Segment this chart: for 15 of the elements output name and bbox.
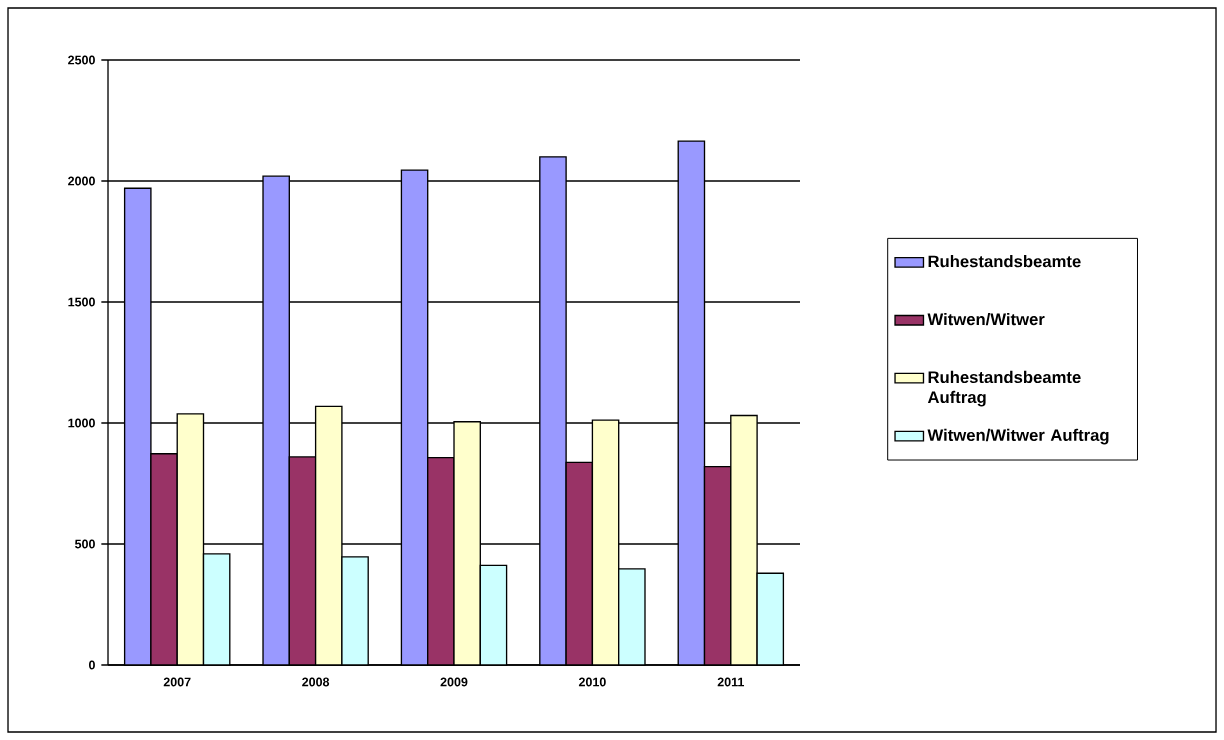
x-tick-label: 2010: [578, 677, 606, 687]
y-tick-label: 0: [89, 660, 95, 670]
x-tick-label: 2011: [717, 677, 745, 687]
y-tick-label: 1000: [68, 418, 95, 428]
x-tick-label: 2007: [163, 677, 191, 687]
x-tick-label: 2008: [302, 677, 330, 687]
legend-label: Ruhestandsbeamte Auftrag: [927, 370, 1081, 407]
x-tick-label: 2009: [440, 677, 468, 687]
legend-label: Ruhestandsbeamte: [928, 255, 1081, 268]
legend-label: Witwen/Witwer Auftrag: [927, 428, 1109, 445]
y-tick-label: 2500: [68, 55, 95, 65]
y-tick-label: 2000: [68, 176, 95, 186]
y-tick-label: 500: [74, 539, 95, 549]
legend-label: Witwen/Witwer: [927, 312, 1045, 326]
y-tick-label: 1500: [68, 297, 95, 307]
